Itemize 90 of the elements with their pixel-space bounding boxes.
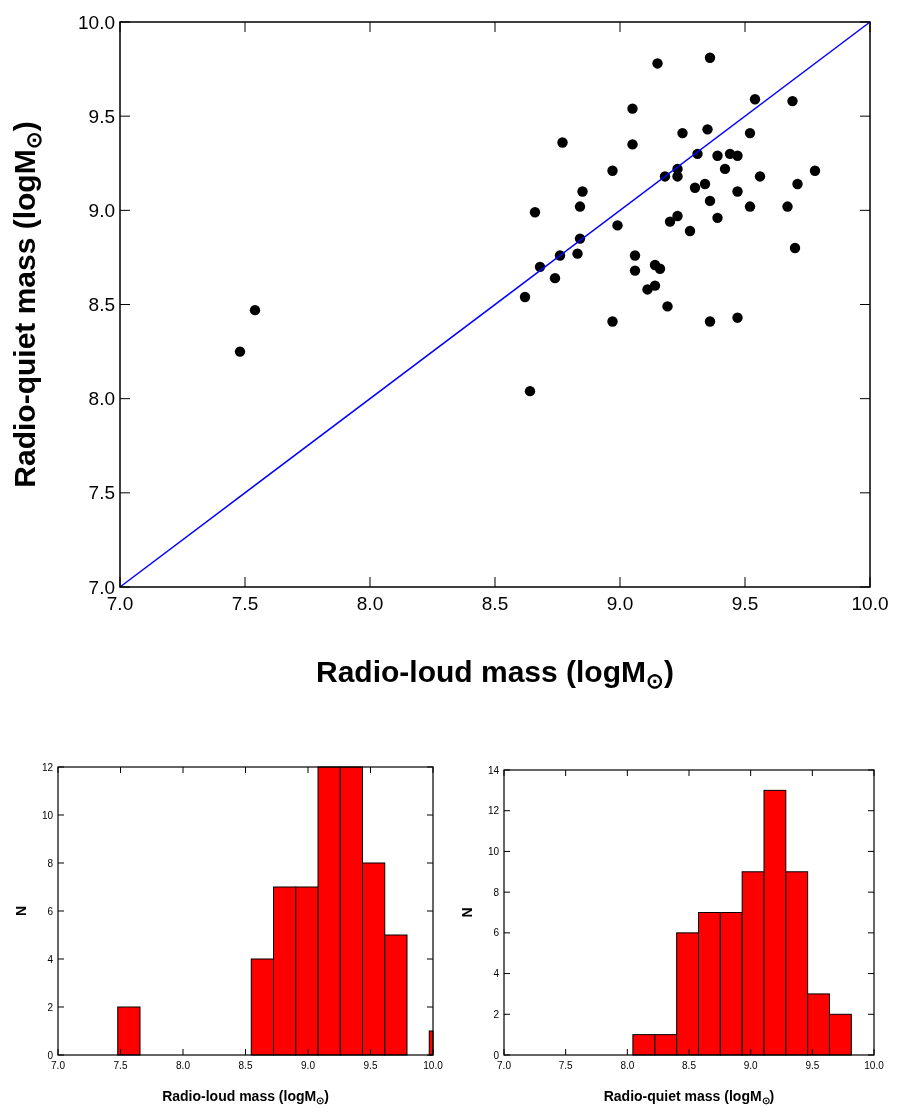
point [642,284,653,295]
point [577,186,588,197]
x-tick-label: 9.0 [606,593,634,614]
y-tick-label: 4 [493,968,500,980]
point [754,171,766,182]
point [732,312,743,323]
y-tick-label: 2 [493,1008,500,1020]
x-tick-label: 7.5 [231,593,259,614]
point [662,301,673,312]
x-tick-label: 9.0 [301,1060,316,1071]
y-tick-label: 12 [41,761,54,773]
point [529,207,541,218]
y-tick-label: 0 [493,1049,500,1061]
point [524,385,536,397]
y-tick-label: 8.5 [88,294,115,316]
point [672,210,683,222]
point [782,201,793,212]
point [702,124,713,135]
x-tick-label: 9.0 [743,1060,759,1071]
point [712,150,723,161]
point [749,94,761,105]
y-axis-title: N [459,907,475,918]
point [574,201,586,212]
point [629,265,641,276]
point [699,178,711,190]
x-tick-label: 10.0 [851,593,889,614]
y-tick-label: 8.0 [88,388,115,410]
x-tick-label: 8.5 [238,1060,253,1071]
y-tick-label: 0 [47,1049,54,1061]
point [627,139,638,150]
y-tick-label: 6 [47,905,54,917]
y-axis-title: N [13,905,29,917]
point [792,178,803,190]
y-tick-label: 10 [487,845,500,857]
y-tick-label: 4 [47,953,54,965]
point [249,304,261,316]
point [684,225,696,237]
x-axis-title: Radio-loud mass (logM$_{⊙}$) [316,655,674,693]
x-tick-label: 8.0 [620,1060,635,1071]
point [744,127,756,139]
x-tick-label: 7.5 [558,1060,574,1071]
y-tick-label: 12 [487,805,500,817]
y-tick-label: 8 [47,857,54,869]
x-tick-label: 8.0 [176,1060,191,1071]
point [652,58,663,69]
y-tick-label: 6 [493,927,500,939]
point [607,316,618,327]
point [732,150,743,161]
x-tick-label: 8.0 [356,593,384,614]
y-tick-label: 14 [487,764,500,776]
x-tick-label: 10.0 [423,1060,444,1071]
y-tick-label: 8 [493,886,500,898]
point [704,316,716,327]
point [519,291,531,303]
y-tick-label: 10 [41,809,54,821]
point [719,163,731,175]
point [627,103,638,114]
y-tick-label: 7.5 [88,482,115,504]
x-axis-title: Radio-loud mass (logM$_{⊙}$) [162,1088,329,1106]
point [549,272,561,284]
point [809,165,821,176]
point [654,263,666,274]
point [789,242,801,254]
point [704,52,716,63]
point [234,346,246,357]
point [704,195,716,207]
point [572,248,583,259]
point [712,212,723,224]
point [672,171,683,182]
point [607,165,618,176]
point [689,182,701,193]
point [732,186,743,197]
x-axis-title: Radio-quiet mass (logM$_{⊙}$) [603,1088,775,1106]
point [787,95,798,107]
y-tick-label: 9.5 [88,105,115,127]
point [629,250,641,261]
x-tick-label: 10.0 [864,1060,885,1071]
x-tick-label: 9.5 [805,1060,820,1071]
x-tick-label: 8.5 [682,1060,697,1071]
point [664,216,676,227]
point [744,201,756,212]
y-tick-label: 10.0 [78,11,115,33]
point [612,220,623,231]
point [677,127,688,139]
point [557,137,568,148]
x-tick-label: 9.5 [363,1060,378,1071]
x-tick-label: 7.5 [113,1060,128,1071]
y-tick-label: 9.0 [88,199,115,221]
y-tick-label: 2 [47,1001,54,1013]
x-tick-label: 9.5 [731,593,759,614]
